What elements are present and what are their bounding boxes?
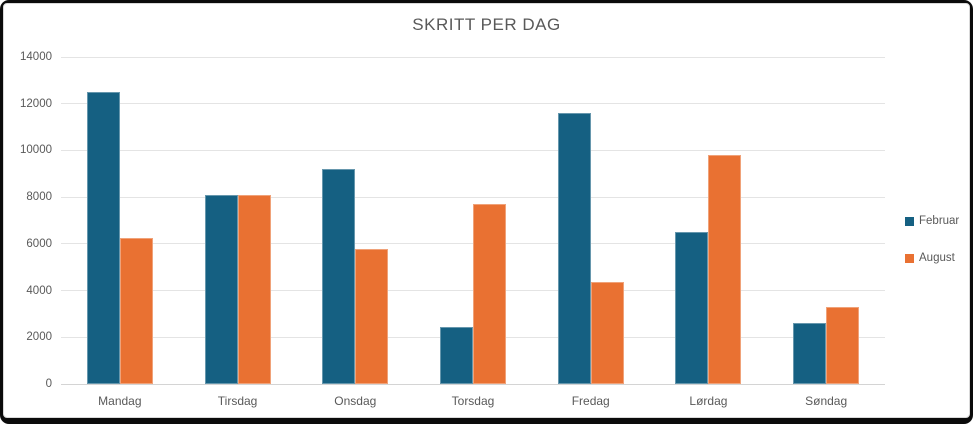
y-tick-label-8000: 8000 [26,191,52,204]
bar-august-onsdag [355,249,388,384]
gridline-8000 [61,196,885,198]
x-label-sondag: Søndag [805,394,848,408]
y-tick-label-6000: 6000 [26,237,52,250]
x-label-tirsdag: Tirsdag [217,394,258,408]
legend: Februar August [905,215,959,289]
y-tick-label-0: 0 [45,378,52,390]
legend-swatch-februar [905,216,914,226]
bar-august-fredag [591,282,624,384]
gridline-12000 [61,103,885,105]
legend-item-februar: Februar [905,215,959,227]
gridline-14000 [61,56,885,58]
bar-august-lordag [708,155,741,384]
y-tick-label-14000: 14000 [20,51,52,63]
plot-area [61,56,885,385]
chart-canvas: SKRITT PER DAG 0 2000 4000 6000 8000 10000 120… [3,3,970,418]
bar-august-mandag [120,238,153,384]
x-label-fredag: Fredag [571,394,610,408]
y-tick-label-12000: 12000 [20,97,52,110]
bar-august-tirsdag [238,195,271,384]
bar-februar-mandag [87,92,120,384]
y-tick-label-10000: 10000 [20,144,52,157]
bar-februar-sondag [793,323,826,384]
bar-februar-lordag [675,232,708,384]
gridline-10000 [61,149,885,151]
y-tick-label-4000: 4000 [26,284,52,297]
bar-august-sondag [826,307,859,384]
bar-februar-tirsdag [205,195,238,384]
x-label-lordag: Lørdag [689,394,728,408]
x-label-torsdag: Torsdag [451,394,495,408]
x-label-mandag: Mandag [98,394,142,408]
x-label-onsdag: Onsdag [334,394,377,408]
legend-label-februar: Februar [919,215,960,227]
bar-februar-torsdag [440,327,473,384]
bar-august-torsdag [473,204,506,384]
y-tick-label-2000: 2000 [26,331,52,344]
bar-februar-onsdag [322,169,355,384]
legend-swatch-august [905,253,914,263]
chart-title: SKRITT PER DAG [412,15,561,34]
legend-item-august: August [905,252,959,264]
bar-februar-fredag [558,113,591,384]
gridline-0 [61,383,885,385]
legend-label-august: August [919,252,955,264]
